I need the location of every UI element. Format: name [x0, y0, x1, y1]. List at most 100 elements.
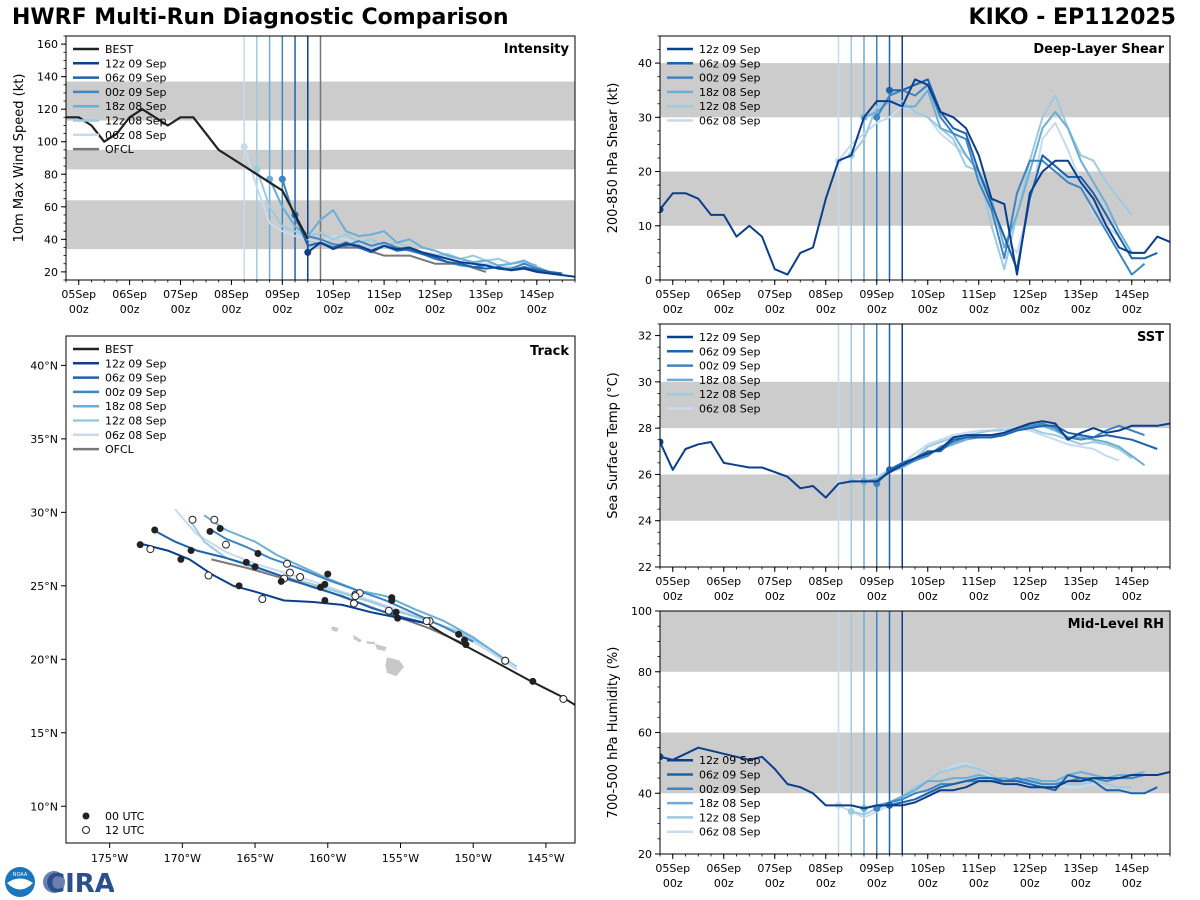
track-title: Track [530, 344, 569, 359]
shear-line-00z-09-sep [875, 83, 1146, 276]
track-ytick-label: 10°N [30, 800, 58, 813]
track-marker-12utc [221, 540, 230, 549]
panel-shear: 0 10 20 30 40 05Sep 00z 06Sep 00z 07Sep 00z 08Sep 00… [606, 35, 1171, 316]
intensity-xtick-label: 00z [120, 303, 140, 316]
land-hawaii [385, 657, 405, 677]
rh-xtick-label: 13Sep [1063, 862, 1098, 875]
intensity-ytick-label: 60 [44, 201, 58, 214]
sst-band [660, 474, 1170, 521]
rh-xtick-label: 11Sep [961, 862, 996, 875]
sst-xtick-label: 12Sep [1012, 575, 1047, 588]
track-marker-12utc [559, 694, 568, 703]
track-xtick-label: 150°W [455, 852, 492, 865]
rh-line-12z-09-sep [660, 746, 1170, 810]
shear-band [660, 171, 1170, 226]
shear-line-12z-08-sep [850, 94, 1133, 271]
intensity-legend-label: 18z 08 Sep [105, 100, 167, 113]
shear-xtick-label: 00z [816, 303, 836, 316]
track-ytick-label: 20°N [30, 653, 58, 666]
shear-xtick-label: 00z [714, 303, 734, 316]
panel-track: 175°W 170°W 165°W 160°W 155°W 150°W 145°W 10°N 1… [30, 335, 576, 865]
shear-xtick-label: 00z [1071, 303, 1091, 316]
sst-legend-label: 00z 09 Sep [699, 360, 761, 373]
intensity-xtick-label: 00z [476, 303, 496, 316]
shear-xtick-label: 13Sep [1063, 288, 1098, 301]
track-marker-12utc [422, 617, 431, 626]
rh-line-18z-08-sep [863, 771, 1145, 810]
rh-legend-label: 06z 08 Sep [699, 826, 761, 839]
legend-marker-12utc [82, 826, 90, 834]
rh-xtick-label: 00z [969, 877, 989, 890]
shear-start-point [660, 206, 664, 214]
intensity-title: Intensity [504, 42, 570, 57]
shear-ytick-label: 20 [638, 166, 652, 179]
sst-ytick-label: 28 [638, 422, 652, 435]
rh-ytick-label: 20 [638, 848, 652, 861]
rh-xtick-label: 12Sep [1012, 862, 1047, 875]
intensity-xtick-label: 10Sep [316, 288, 351, 301]
intensity-xtick-label: 00z [222, 303, 242, 316]
intensity-legend-label: OFCL [105, 143, 135, 156]
rh-legend-label: 06z 09 Sep [699, 769, 761, 782]
sst-band [660, 381, 1170, 429]
track-marker-12utc [188, 515, 197, 524]
track-legend-label: 06z 09 Sep [105, 372, 167, 385]
rh-start-point [847, 807, 855, 815]
intensity-legend-label: 06z 08 Sep [105, 129, 167, 142]
track-marker-00utc [321, 597, 329, 605]
track-marker-00utc [177, 555, 185, 563]
storm-id: KIKO - EP112025 [968, 5, 1176, 30]
track-marker-00utc [455, 630, 463, 638]
sst-xtick-label: 00z [714, 590, 734, 603]
legend-label-00utc: 00 UTC [105, 810, 145, 823]
sst-xtick-label: 00z [1071, 590, 1091, 603]
intensity-line-12z-09-sep [307, 241, 575, 278]
track-marker-12utc [285, 568, 294, 577]
sst-xtick-label: 10Sep [910, 575, 945, 588]
cira-logo-text: CIRA [46, 869, 114, 898]
sst-xtick-label: 00z [1122, 590, 1142, 603]
shear-xtick-label: 00z [1020, 303, 1040, 316]
shear-xtick-label: 00z [918, 303, 938, 316]
land-molokai [366, 641, 375, 645]
track-ytick-label: 35°N [30, 433, 58, 446]
sst-legend-label: 18z 08 Sep [699, 374, 761, 387]
shear-xtick-label: 00z [663, 303, 683, 316]
rh-ytick-label: 60 [638, 727, 652, 740]
track-marker-00utc [388, 594, 396, 602]
land-oahu [353, 634, 362, 643]
intensity-legend-label: 12z 08 Sep [105, 115, 167, 128]
track-xtick-label: 175°W [91, 852, 128, 865]
intensity-start-point [240, 143, 248, 151]
intensity-ytick-label: 160 [37, 38, 58, 51]
track-ytick-label: 25°N [30, 580, 58, 593]
rh-xtick-label: 00z [714, 877, 734, 890]
sst-legend-label: 12z 09 Sep [699, 331, 761, 344]
intensity-legend-label: 00z 09 Sep [105, 86, 167, 99]
intensity-xtick-label: 12Sep [418, 288, 453, 301]
rh-xtick-label: 07Sep [757, 862, 792, 875]
shear-legend-label: 00z 09 Sep [699, 72, 761, 85]
sst-xtick-label: 00z [663, 590, 683, 603]
track-marker-00utc [392, 608, 400, 616]
track-marker-00utc [251, 563, 259, 571]
track-marker-12utc [204, 571, 213, 580]
rh-xtick-label: 09Sep [859, 862, 894, 875]
sst-ytick-label: 26 [638, 468, 652, 481]
track-marker-12utc [146, 545, 155, 554]
sst-xtick-label: 00z [1020, 590, 1040, 603]
sst-ytick-label: 32 [638, 330, 652, 343]
intensity-xtick-label: 05Sep [61, 288, 96, 301]
rh-xtick-label: 00z [1071, 877, 1091, 890]
intensity-xtick-label: 06Sep [112, 288, 147, 301]
rh-legend-label: 00z 09 Sep [699, 783, 761, 796]
rh-xtick-label: 06Sep [706, 862, 741, 875]
sst-xtick-label: 08Sep [808, 575, 843, 588]
sst-xtick-label: 11Sep [961, 575, 996, 588]
intensity-xtick-label: 00z [69, 303, 89, 316]
rh-ytick-label: 40 [638, 787, 652, 800]
shear-xtick-label: 00z [867, 303, 887, 316]
intensity-xtick-label: 13Sep [469, 288, 504, 301]
intensity-xtick-label: 00z [272, 303, 292, 316]
